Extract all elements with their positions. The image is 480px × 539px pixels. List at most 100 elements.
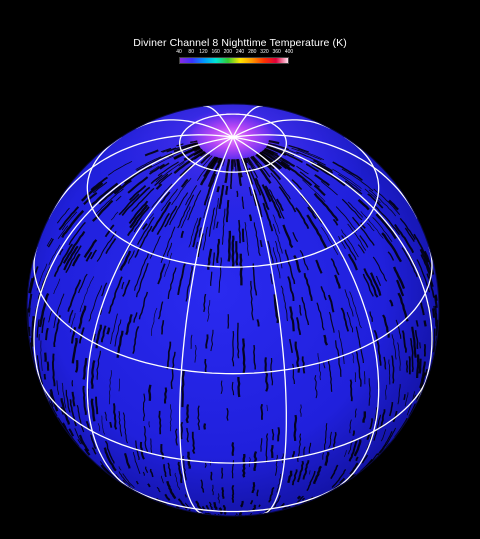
data-gap-stripe <box>197 405 200 431</box>
data-gap-stripe <box>393 266 406 290</box>
data-gap-stripe <box>144 149 159 157</box>
data-gap-stripe <box>178 161 185 167</box>
data-gap-stripe <box>69 313 76 333</box>
data-gap-stripe <box>236 158 243 178</box>
data-gap-stripe <box>316 163 334 174</box>
data-gap-stripe <box>76 405 85 433</box>
data-gap-stripe <box>271 429 275 441</box>
data-gap-stripe <box>173 142 199 153</box>
data-gap-stripe <box>252 155 271 178</box>
data-gap-stripe <box>95 396 99 415</box>
data-gap-stripe <box>247 157 256 171</box>
data-gap-stripe <box>278 186 297 213</box>
data-gap-stripe <box>380 429 387 442</box>
data-gap-stripe <box>349 291 362 329</box>
data-gap-stripe <box>155 158 188 183</box>
data-gap-stripe <box>394 223 415 254</box>
data-gap-stripe <box>158 172 173 185</box>
data-gap-stripe <box>291 179 303 191</box>
data-gap-stripe <box>135 262 149 298</box>
data-gap-stripe <box>79 276 95 312</box>
data-gap-stripe <box>369 272 382 296</box>
data-gap-stripe <box>144 466 149 474</box>
data-gap-stripe <box>175 505 180 509</box>
data-gap-stripe <box>128 200 149 224</box>
meridian-line <box>232 136 433 402</box>
data-gap-stripe <box>47 238 54 248</box>
data-gap-stripe <box>210 157 220 171</box>
data-gap-stripe <box>295 207 310 230</box>
data-gap-stripe <box>313 184 326 197</box>
data-gap-stripe <box>302 179 326 203</box>
data-gap-stripe <box>334 274 341 289</box>
data-gap-stripe <box>266 404 268 412</box>
data-gap-stripe <box>118 193 140 216</box>
data-gap-stripe <box>65 389 71 413</box>
data-gap-stripe <box>399 217 416 241</box>
data-gap-stripe <box>369 418 373 430</box>
data-gap-stripe <box>276 198 284 212</box>
data-gap-stripe <box>231 381 235 396</box>
data-gap-stripe <box>175 428 178 446</box>
data-gap-stripe <box>46 237 53 247</box>
data-gap-stripe <box>397 342 401 371</box>
data-gap-stripe <box>291 147 322 161</box>
data-gap-stripe <box>296 495 304 504</box>
data-gap-stripe <box>217 493 220 504</box>
data-gap-stripe <box>348 440 358 462</box>
data-gap-stripe <box>324 423 328 450</box>
data-gap-stripe <box>316 302 325 331</box>
data-gap-stripe <box>131 187 155 212</box>
data-gap-stripe <box>186 427 189 443</box>
data-gap-stripe <box>288 338 293 354</box>
data-gap-stripe <box>265 433 269 463</box>
data-gap-stripe <box>321 226 339 255</box>
data-gap-stripe <box>44 352 47 362</box>
temperature-colorbar <box>179 57 289 64</box>
data-gap-stripe <box>396 279 405 297</box>
data-gap-stripe <box>295 317 302 336</box>
data-gap-stripe <box>85 420 91 430</box>
data-gap-stripe <box>194 345 197 363</box>
data-gap-stripe <box>40 340 43 371</box>
data-gap-stripe <box>332 161 363 181</box>
data-gap-stripe <box>244 221 250 256</box>
globe-limb <box>26 103 440 517</box>
map-title: Diviner Channel 8 Nighttime Temperature … <box>133 37 347 49</box>
data-gap-stripe <box>56 380 60 395</box>
data-gap-stripe <box>272 214 281 234</box>
data-gap-stripe <box>388 199 399 211</box>
data-gap-stripe <box>149 235 161 259</box>
data-gap-stripe <box>299 304 302 316</box>
data-gap-stripe <box>91 447 97 455</box>
data-gap-stripe <box>166 341 172 370</box>
data-gap-stripe <box>344 180 363 195</box>
data-gap-stripe <box>353 439 362 457</box>
data-gap-stripe <box>357 199 370 211</box>
data-gap-stripe <box>252 263 258 296</box>
data-gap-stripe <box>332 218 339 226</box>
data-gap-stripe <box>188 218 199 248</box>
data-gap-stripe <box>296 165 309 175</box>
data-gap-stripe <box>203 293 207 313</box>
data-gap-stripe <box>372 217 393 243</box>
data-gap-stripe <box>198 227 202 238</box>
colorbar-tick: 240 <box>235 49 245 55</box>
data-gap-stripe <box>262 202 274 232</box>
data-gap-stripe <box>89 182 119 208</box>
data-gap-stripe <box>405 360 409 373</box>
data-gap-stripe <box>164 493 171 501</box>
colorbar-tick: 320 <box>260 49 269 55</box>
data-gap-stripe <box>106 327 111 335</box>
data-gap-stripe <box>121 281 125 290</box>
data-gap-stripe <box>212 252 215 267</box>
data-gap-stripe <box>36 319 40 338</box>
data-gap-stripe <box>332 431 337 451</box>
data-gap-stripe <box>317 353 322 381</box>
data-gap-stripe <box>363 268 379 298</box>
data-gap-stripe <box>195 241 198 249</box>
data-gap-stripe <box>260 438 263 452</box>
data-gap-stripe <box>249 499 254 505</box>
data-gap-stripe <box>191 431 196 455</box>
data-gap-stripe <box>366 434 371 441</box>
